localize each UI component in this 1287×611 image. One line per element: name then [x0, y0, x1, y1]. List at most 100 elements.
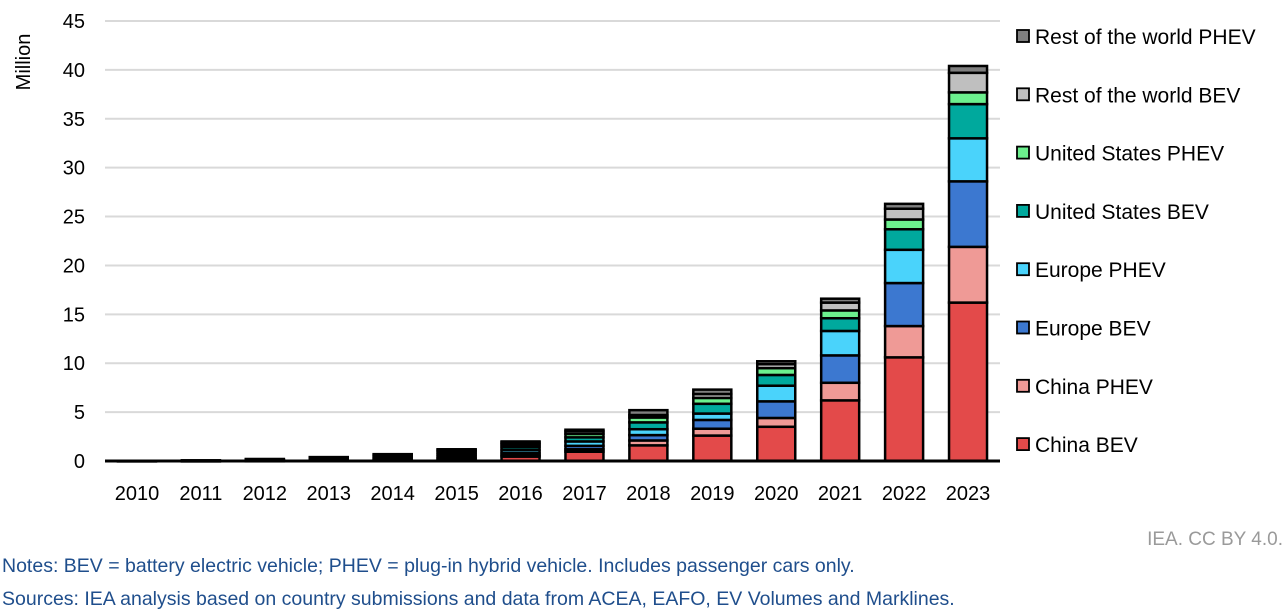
x-tick-label: 2013: [307, 483, 352, 505]
y-tick-label: 20: [63, 255, 85, 277]
legend-item: United States BEV: [1016, 201, 1209, 224]
bar-segment-rest-of-the-world-phev: [564, 428, 605, 433]
bar-stack-2016: [500, 440, 541, 463]
sources-text: Sources: IEA analysis based on country s…: [2, 588, 955, 610]
legend-swatch: [1016, 320, 1030, 335]
bar-segment-rest-of-the-world-phev: [756, 360, 797, 366]
credit-text: IEA. CC BY 4.0.: [1147, 529, 1283, 550]
x-tick-label: 2018: [626, 483, 671, 505]
bar-segment-europe-phev: [756, 384, 797, 403]
bar-segment-china-bev: [756, 425, 797, 463]
bar-segment-rest-of-the-world-phev: [947, 64, 989, 75]
legend-swatch: [1016, 437, 1030, 452]
legend-swatch: [1016, 378, 1030, 393]
legend-label: China PHEV: [1035, 376, 1153, 399]
bar-segment-rest-of-the-world-phev: [883, 202, 925, 210]
legend-label: Europe BEV: [1035, 318, 1151, 341]
bar-segment-united-states-bev: [756, 373, 797, 387]
x-tick-label: 2014: [370, 483, 415, 505]
bar-stack-2019: [692, 388, 733, 463]
y-axis-label: Million: [13, 34, 35, 91]
bar-segment-china-bev: [692, 434, 733, 463]
bar-segment-rest-of-the-world-phev: [692, 388, 733, 396]
bar-stack-2023: [947, 64, 989, 463]
bar-segment-rest-of-the-world-phev: [628, 408, 669, 417]
bar-segment-europe-bev: [692, 418, 733, 430]
y-tick-label: 45: [63, 11, 85, 33]
legend: Rest of the world PHEV Rest of the world …: [1016, 26, 1256, 457]
legend-item: Europe BEV: [1016, 318, 1151, 341]
bar-segment-rest-of-the-world-phev: [244, 457, 286, 461]
gridlines: [105, 20, 1000, 414]
y-axis-ticks: 0 5 10 15 20 25 30 35 40 45: [63, 11, 85, 473]
x-tick-label: 2020: [754, 483, 799, 505]
x-tick-label: 2019: [690, 483, 735, 505]
x-tick-label: 2012: [243, 483, 288, 505]
bar-stack-2021: [819, 297, 861, 463]
bars: [116, 64, 989, 463]
x-axis-ticks: 2010 2011 2012 2013 2014 2015 2016 2017 2018 2019…: [115, 483, 991, 505]
legend-item: China PHEV: [1016, 376, 1153, 399]
bar-segment-china-phev: [947, 245, 989, 304]
bar-segment-europe-bev: [819, 354, 861, 385]
bar-segment-china-bev: [628, 444, 669, 463]
y-tick-label: 10: [63, 353, 85, 375]
bar-stack-2017: [564, 428, 605, 463]
bar-segment-rest-of-the-world-bev: [947, 71, 989, 94]
bar-segment-europe-bev: [947, 180, 989, 249]
bar-segment-europe-phev: [883, 248, 925, 285]
bar-segment-united-states-bev: [883, 228, 925, 252]
bar-segment-europe-bev: [756, 400, 797, 420]
x-tick-label: 2016: [498, 483, 543, 505]
legend-swatch: [1016, 29, 1030, 43]
bar-segment-united-states-phev: [883, 218, 925, 231]
bar-segment-rest-of-the-world-bev: [883, 207, 925, 221]
legend-item: China BEV: [1016, 434, 1138, 457]
x-tick-label: 2010: [115, 483, 160, 505]
legend-item: United States PHEV: [1016, 143, 1224, 166]
bar-segment-united-states-bev: [692, 402, 733, 415]
y-tick-label: 25: [63, 207, 85, 229]
bar-segment-europe-bev: [883, 281, 925, 328]
legend-swatch: [1016, 145, 1030, 160]
y-tick-label: 15: [63, 304, 85, 326]
bar-segment-china-phev: [819, 381, 861, 402]
legend-label: China BEV: [1035, 434, 1138, 457]
x-tick-label: 2011: [179, 483, 222, 505]
bar-segment-china-phev: [883, 324, 925, 359]
bar-segment-rest-of-the-world-phev: [500, 440, 541, 444]
bar-segment-rest-of-the-world-phev: [308, 455, 349, 459]
legend-label: United States BEV: [1035, 201, 1209, 224]
legend-swatch: [1016, 262, 1030, 277]
legend-label: Rest of the world BEV: [1035, 84, 1240, 107]
y-tick-label: 30: [63, 158, 85, 180]
x-tick-label: 2021: [818, 483, 863, 505]
y-tick-label: 0: [74, 451, 85, 473]
bar-segment-rest-of-the-world-phev: [436, 448, 477, 452]
x-tick-label: 2017: [562, 483, 607, 505]
bar-segment-united-states-bev: [819, 316, 861, 333]
legend-label: Rest of the world PHEV: [1035, 26, 1256, 49]
bar-stack-2020: [756, 360, 797, 463]
bar-segment-europe-phev: [819, 329, 861, 357]
x-tick-label: 2023: [946, 483, 991, 505]
bar-segment-europe-phev: [947, 137, 989, 183]
bar-segment-united-states-bev: [947, 102, 989, 140]
bar-segment-china-bev: [819, 399, 861, 463]
bar-segment-rest-of-the-world-phev: [819, 297, 861, 304]
y-tick-label: 5: [74, 402, 85, 424]
legend-swatch: [1016, 87, 1030, 102]
legend-label: Europe PHEV: [1035, 259, 1166, 282]
legend-item: Europe PHEV: [1016, 259, 1166, 282]
bar-segment-china-bev: [947, 301, 989, 463]
legend-swatch: [1016, 203, 1030, 218]
bar-segment-rest-of-the-world-phev: [372, 452, 413, 456]
bar-stack-2022: [883, 202, 925, 463]
legend-label: United States PHEV: [1035, 143, 1224, 166]
x-tick-label: 2015: [434, 483, 479, 505]
bar-segment-china-bev: [883, 356, 925, 463]
bar-stack-2015: [436, 448, 477, 463]
x-tick-label: 2022: [882, 483, 927, 505]
legend-item: Rest of the world PHEV: [1016, 26, 1256, 49]
